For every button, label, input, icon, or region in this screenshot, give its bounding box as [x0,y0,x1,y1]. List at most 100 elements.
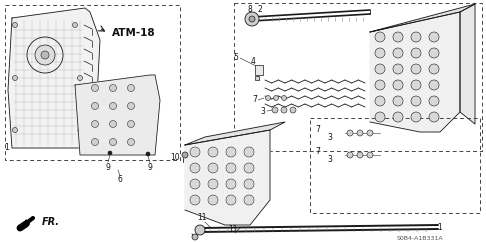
Circle shape [91,103,99,109]
Circle shape [13,23,17,28]
Circle shape [393,96,403,106]
Circle shape [347,130,353,136]
Text: 7: 7 [253,96,258,105]
Circle shape [91,121,99,128]
Text: ATM-18: ATM-18 [112,28,156,38]
Polygon shape [185,130,270,225]
Circle shape [265,96,271,100]
Text: 5: 5 [234,53,239,62]
Circle shape [190,195,200,205]
Circle shape [367,152,373,158]
Text: 7: 7 [315,126,320,135]
Bar [90,130,115,145]
Text: 3: 3 [328,156,332,165]
Polygon shape [185,122,285,145]
Text: 2: 2 [258,6,262,15]
Circle shape [274,96,278,100]
Circle shape [357,152,363,158]
Circle shape [13,128,17,133]
Circle shape [35,45,55,65]
Circle shape [411,96,421,106]
Text: 1: 1 [437,222,442,232]
Circle shape [429,96,439,106]
Circle shape [244,163,254,173]
Circle shape [411,112,421,122]
Text: 7: 7 [315,148,320,157]
Circle shape [429,112,439,122]
Circle shape [182,152,188,158]
Circle shape [429,48,439,58]
Circle shape [375,80,385,90]
Text: FR.: FR. [42,217,60,227]
Circle shape [393,32,403,42]
Text: 6: 6 [118,175,122,184]
Text: 9: 9 [105,162,110,172]
Polygon shape [75,75,160,155]
Circle shape [226,179,236,189]
Circle shape [375,96,385,106]
Polygon shape [370,4,475,32]
Circle shape [190,147,200,157]
Circle shape [192,234,198,240]
Circle shape [367,130,373,136]
Circle shape [108,151,112,155]
Circle shape [208,147,218,157]
Circle shape [146,152,150,156]
Polygon shape [8,8,100,148]
Circle shape [411,48,421,58]
Circle shape [244,195,254,205]
Circle shape [411,64,421,74]
Circle shape [249,16,255,22]
Text: S0B4-A1B331A: S0B4-A1B331A [397,235,443,241]
Polygon shape [460,4,475,124]
Bar [5,5,180,160]
Circle shape [109,138,117,145]
Bar [234,3,482,151]
Circle shape [190,179,200,189]
Circle shape [109,121,117,128]
Circle shape [411,32,421,42]
Circle shape [393,48,403,58]
Circle shape [226,163,236,173]
Circle shape [127,103,135,109]
Circle shape [375,32,385,42]
Circle shape [77,76,83,81]
Circle shape [393,80,403,90]
Circle shape [190,163,200,173]
Text: 3: 3 [260,107,265,116]
Bar [310,118,480,213]
Bar [120,128,142,140]
Circle shape [41,51,49,59]
Circle shape [226,195,236,205]
Circle shape [375,112,385,122]
Circle shape [429,80,439,90]
Text: 11: 11 [197,213,207,222]
Circle shape [281,96,287,100]
Circle shape [429,64,439,74]
Circle shape [91,84,99,91]
Circle shape [244,179,254,189]
Circle shape [393,64,403,74]
Circle shape [208,179,218,189]
Circle shape [208,163,218,173]
Circle shape [72,23,77,28]
Circle shape [375,64,385,74]
Text: 1: 1 [5,144,9,152]
Circle shape [77,128,83,133]
Circle shape [272,107,278,113]
Circle shape [127,138,135,145]
Text: 11: 11 [228,226,238,234]
Circle shape [109,84,117,91]
Circle shape [393,112,403,122]
Circle shape [281,107,287,113]
Polygon shape [370,12,460,132]
Circle shape [375,48,385,58]
Circle shape [109,103,117,109]
Text: 3: 3 [328,134,332,143]
Circle shape [91,138,99,145]
Text: 8: 8 [248,6,252,15]
Circle shape [290,107,296,113]
Circle shape [244,147,254,157]
Text: 4: 4 [251,58,256,67]
Text: 10: 10 [170,153,180,162]
